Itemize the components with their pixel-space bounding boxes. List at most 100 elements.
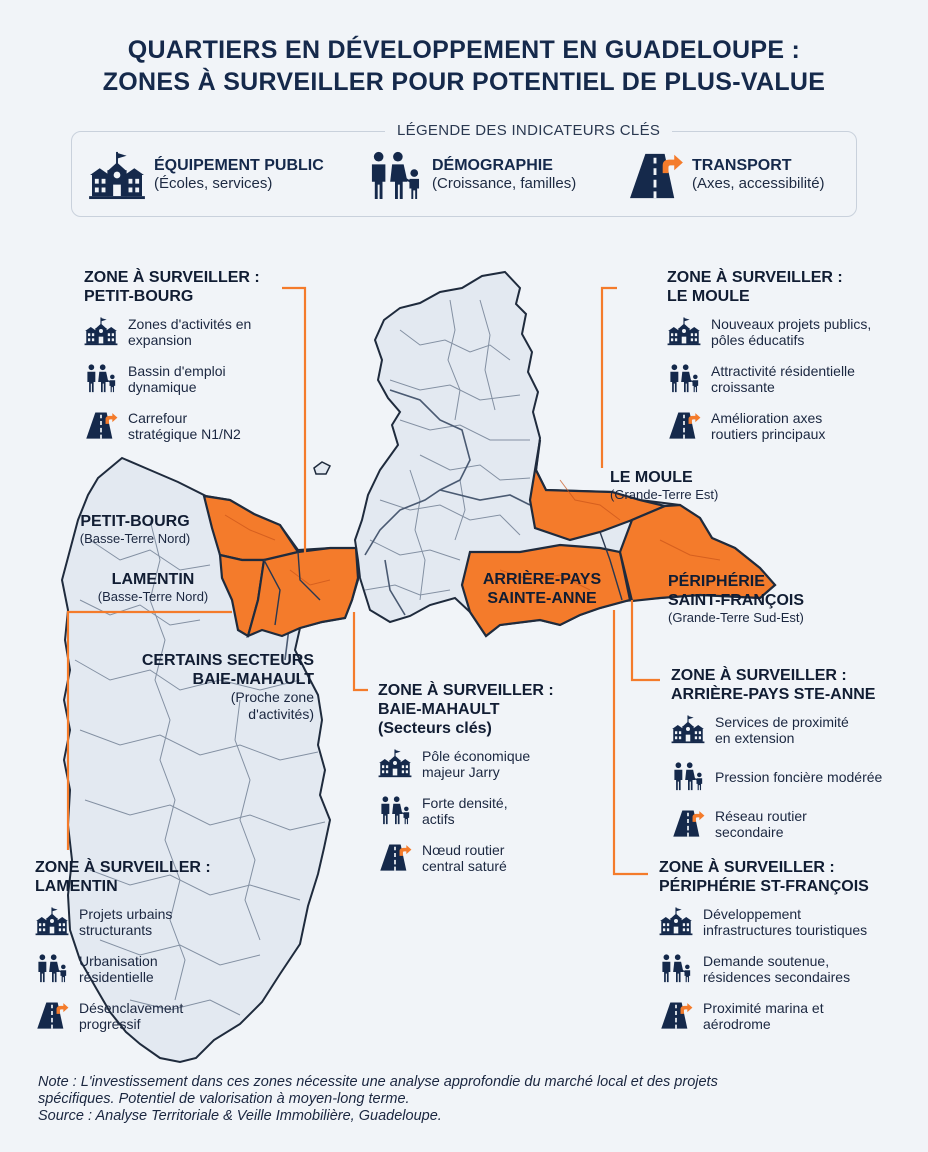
label-sub: (Basse-Terre Nord) xyxy=(97,589,209,604)
item-line-1: Nœud routier xyxy=(422,842,505,858)
legend-label: TRANSPORT xyxy=(692,157,792,174)
label-name: LE MOULE xyxy=(610,469,693,486)
callout-saint-francois: ZONE À SURVEILLER : PÉRIPHÉRIE ST-FRANÇO… xyxy=(659,858,919,1047)
callout-title-2: BAIE-MAHAULT xyxy=(378,701,500,718)
item-line-2: infrastructures touristiques xyxy=(703,922,868,938)
callout-baie-mahault: ZONE À SURVEILLER : BAIE-MAHAULT (Secteu… xyxy=(378,681,588,889)
item-line-1: Réseau routier xyxy=(715,808,807,824)
leader-baie-mahault xyxy=(352,612,368,692)
callout-title-1: ZONE À SURVEILLER : xyxy=(84,269,260,286)
item-line-1: Amélioration axes xyxy=(711,410,823,426)
family-icon xyxy=(671,761,705,791)
label-sub: (Grande-Terre Sud-Est) xyxy=(668,610,804,625)
item-line-1: Désenclavement xyxy=(79,1000,184,1016)
callout-item: Désenclavement progressif xyxy=(35,1000,255,1047)
family-icon xyxy=(84,363,118,393)
callout-title-2: ARRIÈRE-PAYS STE-ANNE xyxy=(671,686,876,703)
item-line-2: secondaire xyxy=(715,824,784,840)
legend-item-equipement: ÉQUIPEMENT PUBLIC (Écoles, services) xyxy=(88,150,324,200)
callout-item: Zones d'activités en expansion xyxy=(84,316,294,363)
family-icon xyxy=(659,953,693,983)
callout-title-1: ZONE À SURVEILLER : xyxy=(667,269,843,286)
family-icon xyxy=(667,363,701,393)
callout-lamentin: ZONE À SURVEILLER : LAMENTIN Projets urb… xyxy=(35,858,255,1047)
item-line-1: Urbanisation xyxy=(79,953,158,969)
item-line-1: Forte densité, xyxy=(422,795,508,811)
item-line-1: Pression foncière modérée xyxy=(715,769,883,785)
item-line-2: progressif xyxy=(79,1016,141,1032)
zone-interior-lines xyxy=(224,479,721,591)
label-sub-1: (Proche zone xyxy=(230,689,314,705)
callout-title-1: ZONE À SURVEILLER : xyxy=(35,859,211,876)
callout-item: Demande soutenue, résidences secondaires xyxy=(659,953,919,1000)
item-line-2: structurants xyxy=(79,922,153,938)
item-line-1: Bassin d'emploi xyxy=(128,363,226,379)
item-line-1: Nouveaux projets publics, xyxy=(711,316,872,332)
label-sub: (Basse-Terre Nord) xyxy=(79,531,191,546)
school-building-icon xyxy=(667,316,701,346)
note-line-3: Source : Analyse Territoriale & Veille I… xyxy=(38,1108,442,1124)
callout-title-1: ZONE À SURVEILLER : xyxy=(671,667,847,684)
callout-item: Forte densité, actifs xyxy=(378,795,588,842)
item-line-2: actifs xyxy=(422,811,455,827)
callout-item: Nœud routier central saturé xyxy=(378,842,588,889)
item-line-2: central saturé xyxy=(422,858,507,874)
callout-item: Pression foncière modérée xyxy=(671,761,921,808)
school-building-icon xyxy=(659,906,693,936)
item-line-1: Carrefour xyxy=(128,410,188,426)
label-sub: (Grande-Terre Est) xyxy=(610,487,719,502)
school-building-icon xyxy=(671,714,705,744)
map-label-petit-bourg: PETIT-BOURG (Basse-Terre Nord) xyxy=(60,512,210,546)
page-title: QUARTIERS EN DÉVELOPPEMENT EN GUADELOUPE… xyxy=(0,34,928,98)
callout-item: Proximité marina et aérodrome xyxy=(659,1000,919,1047)
item-line-2: stratégique N1/N2 xyxy=(128,426,241,442)
callout-title-2: PETIT-BOURG xyxy=(84,288,194,305)
label-name: PETIT-BOURG xyxy=(80,513,190,530)
zone-baie-mahault xyxy=(246,546,360,638)
callout-item: Développement infrastructures touristique… xyxy=(659,906,919,953)
label-name-1: PÉRIPHÉRIE xyxy=(668,573,765,590)
legend-item-transport: TRANSPORT (Axes, accessibilité) xyxy=(626,150,825,200)
map-label-baie-mahault: CERTAINS SECTEURS BAIE-MAHAULT (Proche z… xyxy=(108,651,314,723)
legend-sub: (Écoles, services) xyxy=(154,175,273,192)
callout-item: Bassin d'emploi dynamique xyxy=(84,363,294,410)
family-icon xyxy=(35,953,69,983)
legend-title: LÉGENDE DES INDICATEURS CLÉS xyxy=(385,122,673,139)
item-line-2: résidentielle xyxy=(79,969,154,985)
callout-title-1: ZONE À SURVEILLER : xyxy=(378,682,554,699)
item-line-1: Proximité marina et xyxy=(703,1000,824,1016)
highlight-zones xyxy=(202,439,777,638)
map-label-lamentin: LAMENTIN (Basse-Terre Nord) xyxy=(78,570,228,604)
leader-sainte-anne xyxy=(630,600,660,682)
commune-borders xyxy=(74,299,531,1016)
item-line-2: pôles éducatifs xyxy=(711,332,805,348)
item-line-1: Pôle économique xyxy=(422,748,531,764)
item-line-2: en extension xyxy=(715,730,795,746)
callout-item: Projets urbains structurants xyxy=(35,906,255,953)
zone-saint-francois xyxy=(618,503,777,603)
callout-title-3: (Secteurs clés) xyxy=(378,720,492,737)
callout-petit-bourg: ZONE À SURVEILLER : PETIT-BOURG Zones d'… xyxy=(84,268,294,457)
road-arrow-icon xyxy=(378,842,412,872)
item-line-1: Demande soutenue, xyxy=(703,953,830,969)
label-name-1: CERTAINS SECTEURS xyxy=(141,652,314,669)
item-line-1: Services de proximité xyxy=(715,714,849,730)
legend-sub: (Croissance, familles) xyxy=(432,175,577,192)
family-icon xyxy=(378,795,412,825)
road-arrow-icon xyxy=(659,1000,693,1030)
road-arrow-icon xyxy=(671,808,705,838)
zone-petit-bourg xyxy=(202,494,300,562)
legend-item-demographie: DÉMOGRAPHIE (Croissance, familles) xyxy=(366,150,576,200)
callout-title-2: PÉRIPHÉRIE ST-FRANÇOIS xyxy=(659,878,869,895)
item-line-2: dynamique xyxy=(128,379,197,395)
item-line-2: expansion xyxy=(128,332,192,348)
label-name-2: SAINT-FRANÇOIS xyxy=(668,592,804,609)
legend-sub: (Axes, accessibilité) xyxy=(692,175,825,192)
legend-box: LÉGENDE DES INDICATEURS CLÉS ÉQUIPEMENT … xyxy=(71,122,857,217)
label-name-2: BAIE-MAHAULT xyxy=(192,671,314,688)
road-arrow-icon xyxy=(35,1000,69,1030)
map-label-saint-francois: PÉRIPHÉRIE SAINT-FRANÇOIS (Grande-Terre … xyxy=(668,572,804,625)
callout-title-1: ZONE À SURVEILLER : xyxy=(659,859,835,876)
legend-label: ÉQUIPEMENT PUBLIC xyxy=(154,157,324,174)
